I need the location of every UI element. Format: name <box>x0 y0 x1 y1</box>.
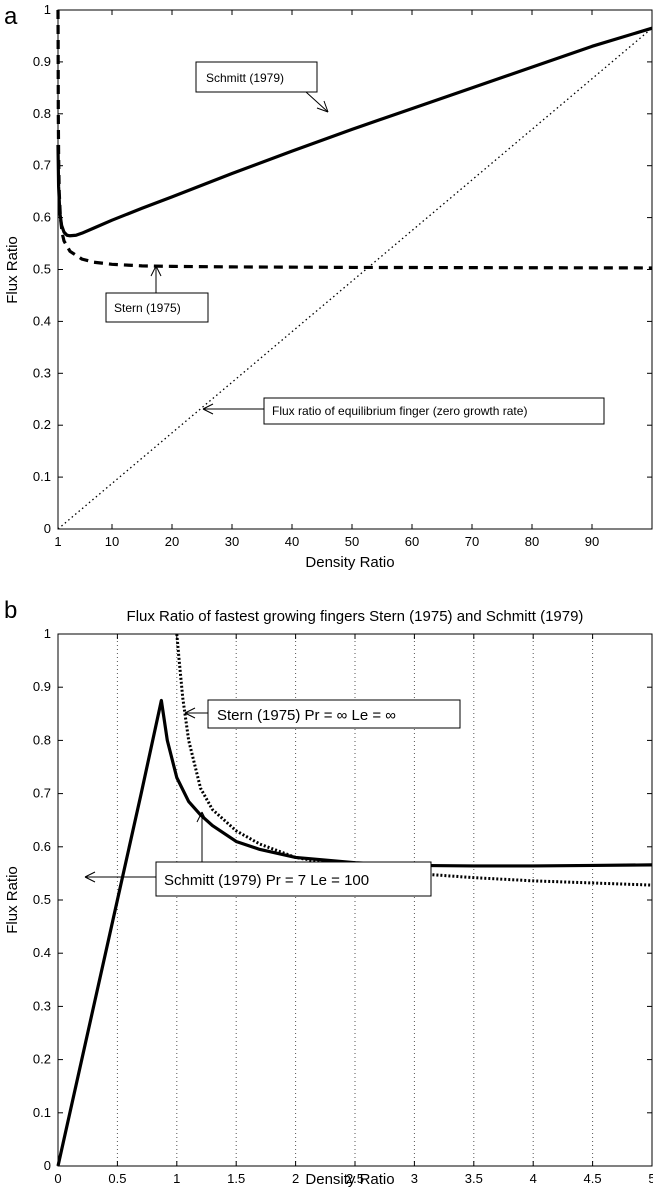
y-tick-label: 1 <box>44 2 51 17</box>
y-tick-label: 0.1 <box>33 1105 51 1120</box>
arrow-head-icon <box>84 871 96 883</box>
y-tick-label: 0.9 <box>33 54 51 69</box>
annotation-equilibrium-a: Flux ratio of equilibrium finger (zero g… <box>202 397 605 425</box>
y-tick-label: 0.3 <box>33 998 51 1013</box>
arrow-head-icon <box>184 707 196 719</box>
y-tick-label: 0.5 <box>33 262 51 277</box>
x-tick-label: 3 <box>411 1171 418 1186</box>
panel-a-xlabel: Density Ratio <box>305 554 394 571</box>
y-tick-label: 0.8 <box>33 106 51 121</box>
annotation-stern-a: Stern (1975) <box>105 265 209 323</box>
annotation-box <box>195 61 318 93</box>
y-tick-label: 0.7 <box>33 158 51 173</box>
series-line <box>57 27 653 530</box>
x-tick-label: 40 <box>285 534 299 549</box>
x-tick-label: 2.5 <box>346 1171 364 1186</box>
x-tick-label: 60 <box>405 534 419 549</box>
panel-b: b Flux Ratio of fastest growing fingers … <box>4 597 653 1188</box>
y-tick-label: 0.5 <box>33 892 51 907</box>
y-tick-label: 0 <box>44 1158 51 1173</box>
panel-b-xlabel: Density Ratio <box>305 1171 394 1188</box>
series-line <box>56 9 653 270</box>
annotation-text: Schmitt (1979) <box>206 71 284 85</box>
annotation-schmitt-b: Schmitt (1979) Pr = 7 Le = 100 <box>84 811 432 897</box>
y-tick-label: 0 <box>44 521 51 536</box>
x-tick-label: 1 <box>173 1171 180 1186</box>
annotation-box <box>105 292 209 323</box>
panel-b-grid <box>116 634 594 1166</box>
annotation-box <box>155 861 432 897</box>
y-tick-label: 0.2 <box>33 417 51 432</box>
y-tick-label: 0.8 <box>33 732 51 747</box>
panel-b-letter: b <box>4 597 17 624</box>
y-tick-label: 0.2 <box>33 1052 51 1067</box>
y-tick-label: 0.4 <box>33 945 51 960</box>
y-tick-label: 0.6 <box>33 210 51 225</box>
y-tick-label: 0.1 <box>33 469 51 484</box>
y-tick-label: 0.7 <box>33 786 51 801</box>
x-tick-label: 4 <box>530 1171 537 1186</box>
x-tick-label: 1 <box>54 534 61 549</box>
x-tick-label: 4.5 <box>584 1171 602 1186</box>
panel-a-letter: a <box>4 3 18 30</box>
arrow-head-icon <box>316 100 329 113</box>
series-line <box>56 698 653 1167</box>
annotation-schmitt-a: Schmitt (1979) <box>195 61 329 113</box>
panel-a-plot-area <box>57 9 653 530</box>
panel-b-title: Flux Ratio of fastest growing fingers St… <box>127 608 584 625</box>
x-tick-label: 50 <box>345 534 359 549</box>
arrow-head-icon <box>196 811 208 823</box>
x-tick-label: 2 <box>292 1171 299 1186</box>
x-tick-label: 90 <box>585 534 599 549</box>
x-tick-label: 80 <box>525 534 539 549</box>
panel-b-series <box>56 633 653 1167</box>
y-tick-label: 0.6 <box>33 839 51 854</box>
x-tick-label: 5 <box>648 1171 653 1186</box>
x-tick-label: 1.5 <box>227 1171 245 1186</box>
y-tick-label: 0.3 <box>33 365 51 380</box>
panel-a-ylabel: Flux Ratio <box>4 236 21 304</box>
annotation-stern-b: Stern (1975) Pr = ∞ Le = ∞ <box>184 699 461 729</box>
panel-a-ticks: 1 10 20 30 40 50 60 70 80 90 0 0.1 0.2 0.3 0.4 0.5 0.6 0.… <box>33 2 652 549</box>
panel-a-series <box>56 9 653 530</box>
annotation-text: Stern (1975) Pr = ∞ Le = ∞ <box>217 707 396 724</box>
panel-b-ylabel: Flux Ratio <box>4 866 21 934</box>
annotation-text: Schmitt (1979) Pr = 7 Le = 100 <box>164 872 369 889</box>
annotation-box <box>263 397 605 425</box>
x-tick-label: 20 <box>165 534 179 549</box>
arrow-head-icon <box>202 403 214 415</box>
series-line <box>175 633 653 887</box>
x-tick-label: 70 <box>465 534 479 549</box>
x-tick-label: 10 <box>105 534 119 549</box>
annotation-text: Flux ratio of equilibrium finger (zero g… <box>272 404 527 418</box>
annotation-arrow <box>305 91 329 113</box>
annotation-box <box>207 699 461 729</box>
annotation-text: Stern (1975) <box>114 301 181 315</box>
x-tick-label: 30 <box>225 534 239 549</box>
y-tick-label: 1 <box>44 626 51 641</box>
x-tick-label: 0 <box>54 1171 61 1186</box>
panel-b-ticks: 0 0.5 1 1.5 2 2.5 3 3.5 4 4.5 5 0 0.1 0.2 0.3 0.4 0.5 0.6… <box>33 626 653 1186</box>
arrow-head-icon <box>150 265 162 277</box>
y-tick-label: 0.9 <box>33 679 51 694</box>
x-tick-label: 0.5 <box>108 1171 126 1186</box>
panel-a: a 1 10 20 30 40 50 60 70 80 90 0 0.1 0.2 0.3 0.4 0.5 0.6… <box>4 2 653 571</box>
x-tick-label: 3.5 <box>465 1171 483 1186</box>
y-tick-label: 0.4 <box>33 313 51 328</box>
